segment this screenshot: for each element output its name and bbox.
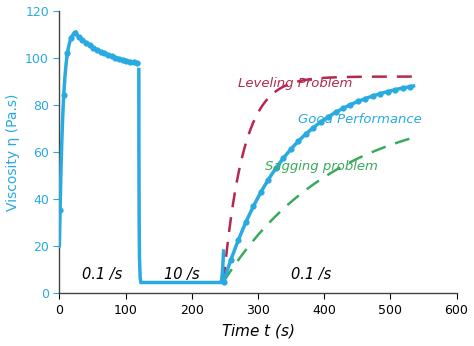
Y-axis label: Viscosity η (Pa.s): Viscosity η (Pa.s) bbox=[6, 93, 19, 211]
Text: 0.1 /s: 0.1 /s bbox=[291, 267, 331, 282]
Text: Good Performance: Good Performance bbox=[298, 112, 421, 126]
Text: Leveling Problem: Leveling Problem bbox=[238, 77, 353, 90]
X-axis label: Time $t$ (s): Time $t$ (s) bbox=[221, 322, 295, 340]
Text: Sagging problem: Sagging problem bbox=[264, 160, 377, 173]
Text: 0.1 /s: 0.1 /s bbox=[82, 267, 123, 282]
Text: 10 /s: 10 /s bbox=[164, 267, 200, 282]
